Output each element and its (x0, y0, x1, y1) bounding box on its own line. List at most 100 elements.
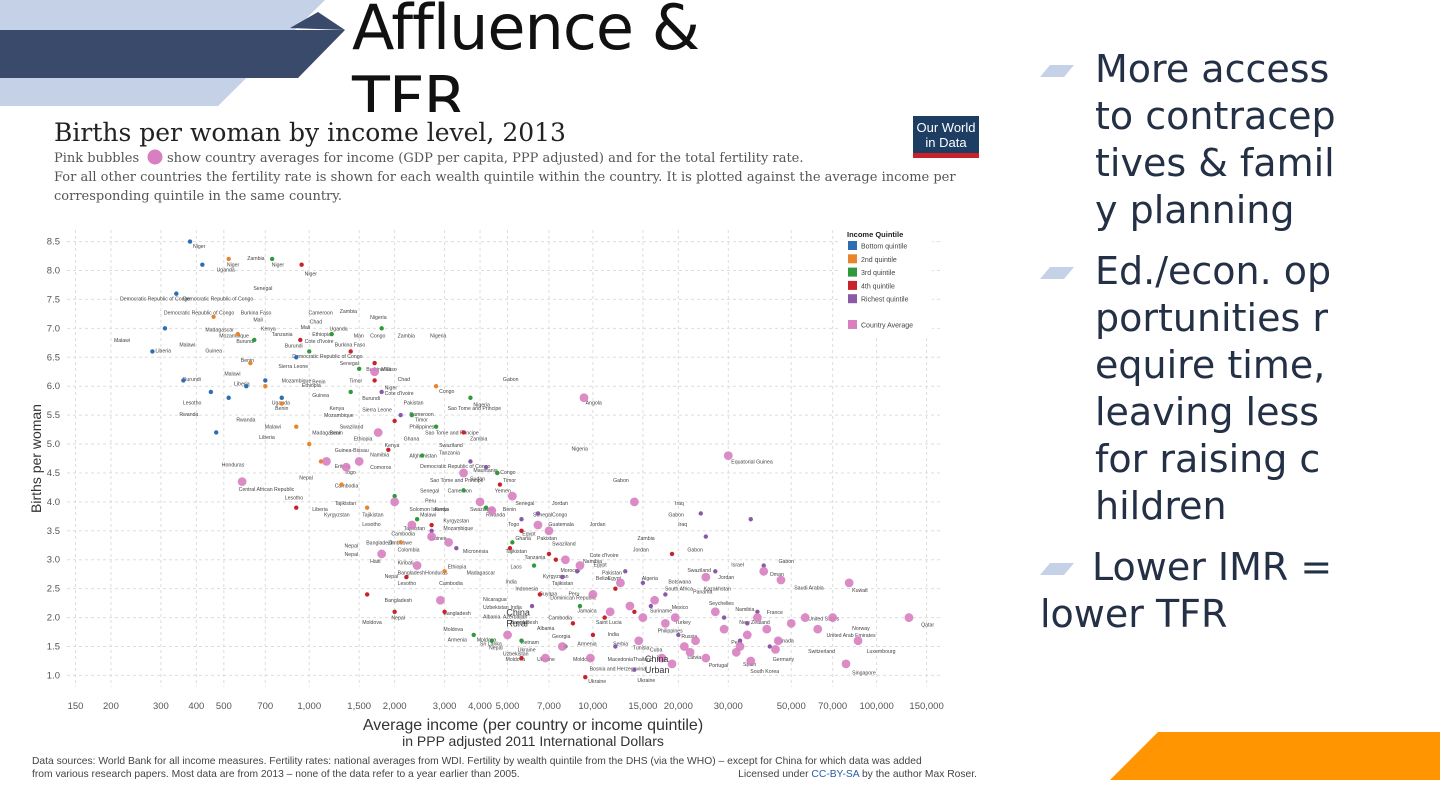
point-label: Cameroon (448, 488, 472, 494)
data-point (800, 613, 810, 622)
point-label: Ghana (515, 536, 531, 542)
data-point (648, 603, 654, 609)
data-point (461, 488, 466, 493)
point-label: Zambia (340, 309, 357, 315)
point-label: Congo (500, 470, 515, 476)
data-point (348, 389, 353, 395)
point-label: Mozambique (219, 333, 249, 339)
point-label: Nigeria (370, 315, 387, 321)
point-label: Swaziland (439, 443, 463, 449)
x-tick-label: 100,000 (859, 701, 893, 712)
data-point (669, 551, 675, 557)
point-label: Guatemala (548, 522, 573, 528)
data-point (746, 656, 756, 666)
point-label: Peru (731, 640, 742, 646)
y-tick-label: 7.5 (47, 294, 60, 305)
point-label: United States (808, 617, 840, 623)
data-point (373, 428, 383, 437)
point-label: Togo (508, 522, 519, 528)
point-label: Timor (415, 418, 428, 424)
point-label: Guinea (430, 536, 447, 542)
point-label: Tunisia (633, 646, 650, 652)
point-label: Benin (312, 380, 325, 386)
point-label: Nepal (489, 646, 503, 652)
point-label: Gabon (687, 547, 703, 553)
point-label: Rwanda (236, 418, 255, 424)
point-label: Moldova (362, 620, 382, 626)
point-label: Bangladesh (385, 598, 413, 604)
point-label: Gabon (503, 377, 519, 383)
point-label: Sao Tome and Principe (448, 406, 502, 412)
data-point (398, 412, 403, 418)
point-label: Qatar (921, 623, 934, 629)
point-label: Malawi (265, 425, 281, 431)
point-label: Jordan (552, 501, 568, 507)
point-label: Madagascar (205, 327, 234, 333)
point-label: Tanzania (439, 451, 460, 457)
data-point (392, 418, 397, 424)
point-label: Namibia (370, 452, 389, 458)
x-tick-label: 15,000 (628, 701, 657, 712)
y-tick-label: 7.0 (47, 323, 60, 334)
point-label: Egypt (522, 532, 536, 538)
point-label: Comoros (370, 465, 391, 471)
data-point (339, 482, 344, 487)
data-point (419, 453, 425, 458)
data-point (570, 621, 576, 626)
point-label: Latvia (687, 655, 701, 661)
bullet-item: Ed./econ. opportunities require time, le… (1040, 248, 1340, 530)
point-label: Oman (770, 572, 784, 578)
data-point (701, 572, 711, 582)
data-point (519, 655, 524, 661)
point-label: Burundi (362, 396, 380, 402)
data-point (364, 505, 370, 510)
china-label: China (645, 654, 669, 664)
point-label: Chad (310, 319, 323, 325)
point-label: Kyrgyzstan (443, 518, 469, 524)
data-point (613, 586, 618, 591)
point-label: Ukraine (637, 678, 655, 684)
pink-bubble-icon (147, 149, 163, 165)
data-point (379, 389, 384, 395)
point-label: Tajikistan (362, 513, 383, 519)
data-point (412, 561, 422, 570)
data-point (471, 632, 476, 638)
point-label: Sierra Leone (278, 364, 308, 370)
data-point (537, 592, 543, 597)
data-point (519, 517, 524, 522)
point-label: Nepal (299, 476, 313, 482)
data-point (322, 456, 331, 466)
point-label: Mozambique (443, 526, 473, 532)
point-label: Central African Republic (239, 487, 295, 493)
point-label: Peru (425, 499, 436, 505)
point-label: Turkey (675, 620, 691, 626)
point-label: Senegal (253, 286, 272, 292)
data-point (461, 430, 466, 435)
legend-swatch (848, 320, 857, 329)
data-point (623, 569, 628, 574)
point-label: Benin (329, 430, 342, 436)
point-label: Democratic Republic of Congo (120, 296, 190, 302)
point-label: Canada (776, 639, 794, 645)
point-label: Timor (349, 378, 362, 384)
data-point (235, 331, 241, 337)
data-point (745, 621, 750, 626)
data-point (404, 574, 409, 580)
point-label: Yemen (495, 488, 511, 494)
point-label: Micronesia (463, 549, 488, 555)
point-label: Seychelles (709, 601, 734, 607)
point-label: Pakistan (404, 400, 424, 406)
data-point (759, 566, 769, 576)
point-label: Democratic Republic of Congo (164, 311, 234, 317)
point-label: Colombia (398, 547, 420, 553)
data-point (691, 636, 700, 646)
data-point (634, 636, 644, 646)
data-point (248, 360, 253, 366)
data-source-note: from various research papers. Most data … (32, 769, 520, 780)
point-label: South Africa (665, 587, 693, 593)
point-label: France (767, 610, 783, 616)
data-point (442, 569, 447, 574)
license-link[interactable]: CC-BY-SA (811, 769, 859, 780)
data-point (392, 493, 397, 499)
point-label: Azerbaijan (503, 614, 528, 620)
